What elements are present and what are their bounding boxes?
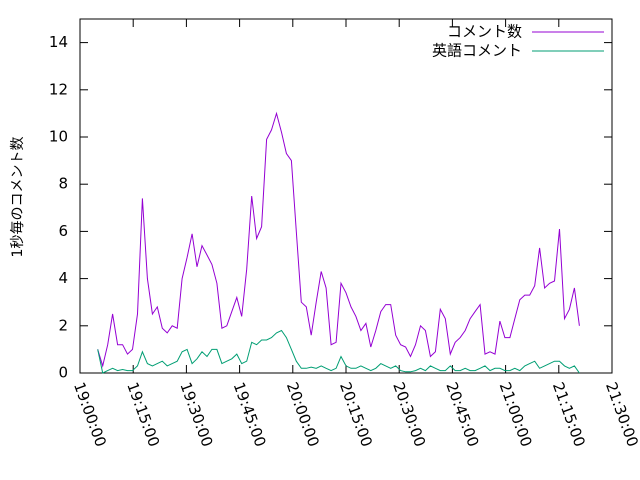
x-tick-label: 21:00:00 [496, 380, 536, 449]
series-line [97, 111, 580, 368]
y-axis-label: 1秒毎のコメント数 [10, 137, 26, 258]
y-tick-label: 2 [58, 316, 68, 334]
y-tick-label: 12 [49, 80, 68, 98]
x-tick-label: 20:30:00 [389, 380, 429, 449]
x-tick-label: 21:30:00 [602, 380, 640, 449]
series-line [97, 329, 580, 374]
x-tick-label: 19:30:00 [176, 380, 216, 449]
y-tick-label: 8 [58, 175, 68, 193]
y-tick-label: 14 [49, 33, 68, 51]
y-tick-label: 4 [58, 269, 68, 287]
x-tick-label: 20:45:00 [442, 380, 482, 449]
x-tick-label: 19:00:00 [70, 380, 110, 449]
x-tick-label: 19:15:00 [123, 380, 163, 449]
x-tick-label: 20:00:00 [283, 380, 323, 449]
y-tick-label: 6 [58, 222, 68, 240]
legend-label: 英語コメント [432, 42, 522, 60]
legend-label: コメント数 [447, 23, 522, 41]
y-tick-label: 0 [58, 364, 68, 382]
x-tick-label: 20:15:00 [336, 380, 376, 449]
x-tick-label: 19:45:00 [230, 380, 270, 449]
x-tick-label: 21:15:00 [549, 380, 589, 449]
plot-frame [79, 18, 613, 374]
y-tick-label: 10 [49, 128, 68, 146]
